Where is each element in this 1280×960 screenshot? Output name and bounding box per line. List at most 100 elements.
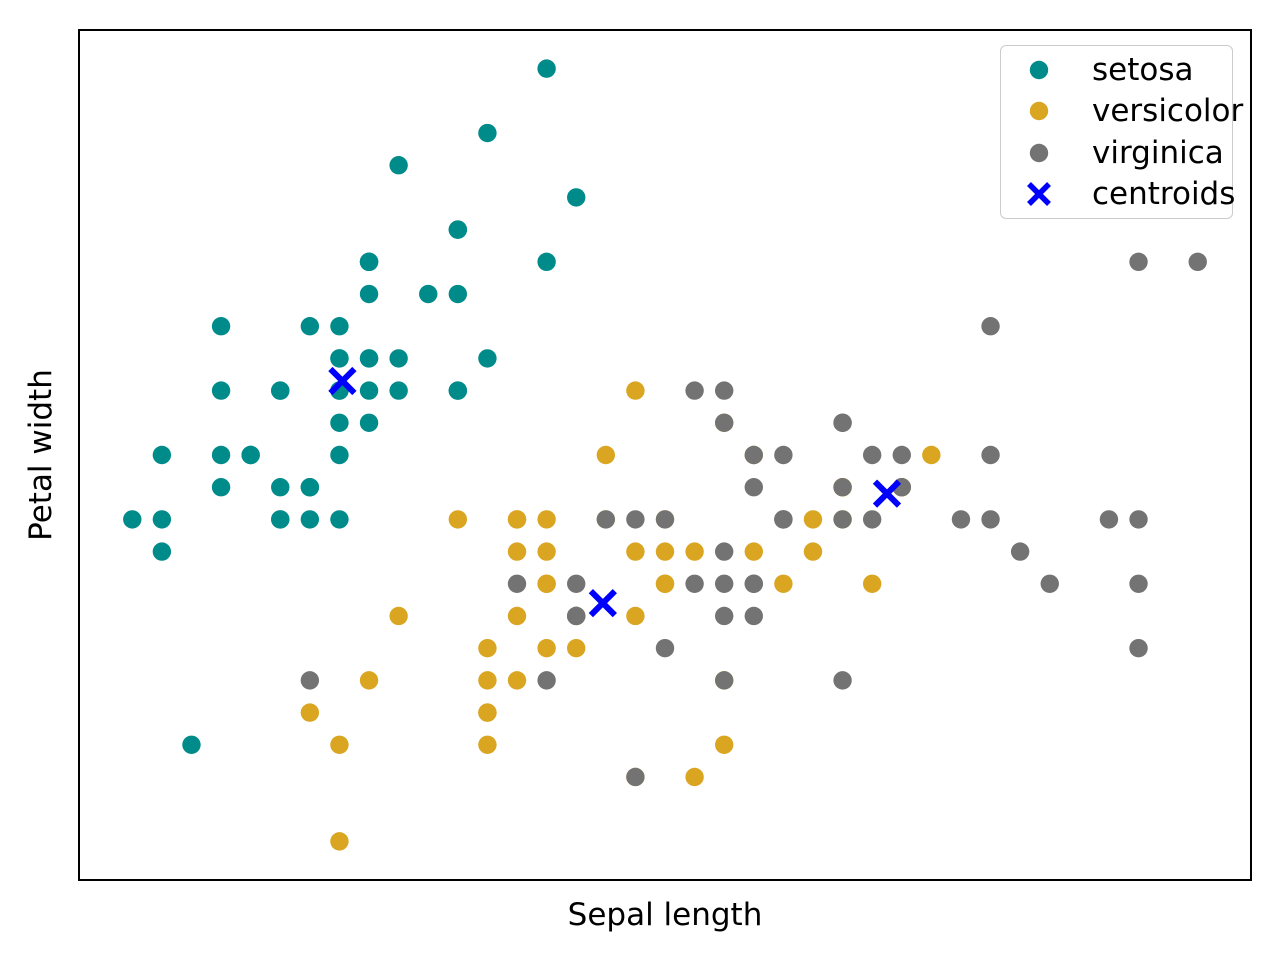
centroid-marker	[872, 479, 902, 508]
data-point	[330, 349, 349, 368]
data-point	[478, 703, 497, 722]
data-point	[626, 606, 645, 626]
data-point	[389, 606, 408, 626]
data-point	[744, 606, 763, 626]
data-point	[744, 477, 763, 497]
legend-entry-virginica: virginica	[1001, 132, 1232, 174]
data-point	[448, 381, 468, 400]
legend-label: versicolor	[1092, 93, 1244, 130]
dot-marker-icon	[1029, 102, 1049, 121]
dot-marker-icon	[1029, 143, 1049, 162]
data-point	[833, 510, 852, 529]
data-point	[300, 510, 320, 529]
plot-border	[78, 29, 1252, 881]
data-point	[389, 381, 408, 400]
x-marker-icon	[1027, 182, 1051, 207]
data-point	[152, 445, 172, 465]
data-point	[478, 123, 497, 143]
data-point	[714, 574, 734, 593]
data-point	[655, 510, 675, 529]
data-point	[1188, 252, 1207, 272]
data-point	[981, 445, 1000, 465]
data-point	[685, 542, 704, 561]
data-point	[507, 606, 527, 626]
data-point	[626, 510, 645, 529]
data-point	[655, 542, 675, 561]
data-point	[892, 445, 911, 465]
data-point	[567, 574, 586, 593]
data-point	[359, 284, 379, 304]
data-point	[714, 671, 734, 690]
series-setosa	[123, 59, 586, 754]
data-point	[359, 413, 379, 433]
data-point	[211, 477, 231, 497]
data-point	[330, 510, 349, 529]
centroid-marker	[588, 588, 617, 618]
data-point	[330, 735, 349, 754]
legend-entry-setosa: setosa	[1001, 49, 1232, 91]
legend-entry-centroids: centroids	[1001, 174, 1235, 216]
data-point	[1129, 252, 1148, 272]
data-point	[1010, 542, 1030, 561]
y-axis-label: Petal width	[23, 369, 59, 541]
data-point	[448, 220, 468, 239]
data-point	[537, 671, 556, 690]
data-point	[774, 445, 793, 465]
data-point	[152, 510, 172, 529]
data-point	[211, 317, 231, 336]
data-point	[478, 671, 497, 690]
data-point	[330, 832, 349, 851]
data-point	[537, 638, 556, 658]
data-point	[241, 445, 260, 465]
data-point	[803, 510, 823, 529]
data-point	[211, 381, 231, 400]
data-point	[537, 542, 556, 561]
data-point	[330, 413, 349, 433]
data-point	[271, 477, 290, 497]
data-point	[389, 156, 408, 175]
data-point	[862, 574, 882, 593]
data-point	[685, 381, 704, 400]
data-point	[862, 510, 882, 529]
legend: setosa versicolor virginica centroids	[1000, 45, 1243, 219]
data-point	[507, 542, 527, 561]
data-point	[833, 477, 852, 497]
x-axis-label: Sepal length	[567, 897, 763, 933]
data-point	[507, 574, 527, 593]
data-point	[359, 349, 379, 368]
data-point	[507, 671, 527, 690]
data-point	[537, 252, 556, 272]
data-point	[596, 510, 616, 529]
data-point	[1040, 574, 1059, 593]
data-point	[359, 381, 379, 400]
legend-label: virginica	[1092, 134, 1224, 171]
data-point	[685, 574, 704, 593]
data-point	[567, 188, 586, 207]
series-versicolor	[300, 381, 941, 851]
data-point	[478, 735, 497, 754]
data-point	[419, 284, 438, 304]
data-point	[922, 445, 941, 465]
data-point	[714, 381, 734, 400]
data-point	[448, 284, 468, 304]
data-point	[300, 703, 320, 722]
points-root	[123, 59, 1207, 851]
data-point	[389, 349, 408, 368]
legend-entry-versicolor: versicolor	[1001, 91, 1243, 133]
data-point	[1129, 574, 1148, 593]
data-point	[981, 317, 1000, 336]
data-point	[211, 445, 231, 465]
data-point	[714, 542, 734, 561]
data-point	[1129, 510, 1148, 529]
data-point	[300, 671, 320, 690]
data-point	[833, 671, 852, 690]
centroid-marker	[328, 366, 357, 396]
data-point	[774, 574, 793, 593]
data-point	[1099, 510, 1119, 529]
data-point	[981, 510, 1000, 529]
data-point	[626, 381, 645, 400]
data-point	[300, 317, 320, 336]
data-point	[862, 445, 882, 465]
data-point	[330, 317, 349, 336]
